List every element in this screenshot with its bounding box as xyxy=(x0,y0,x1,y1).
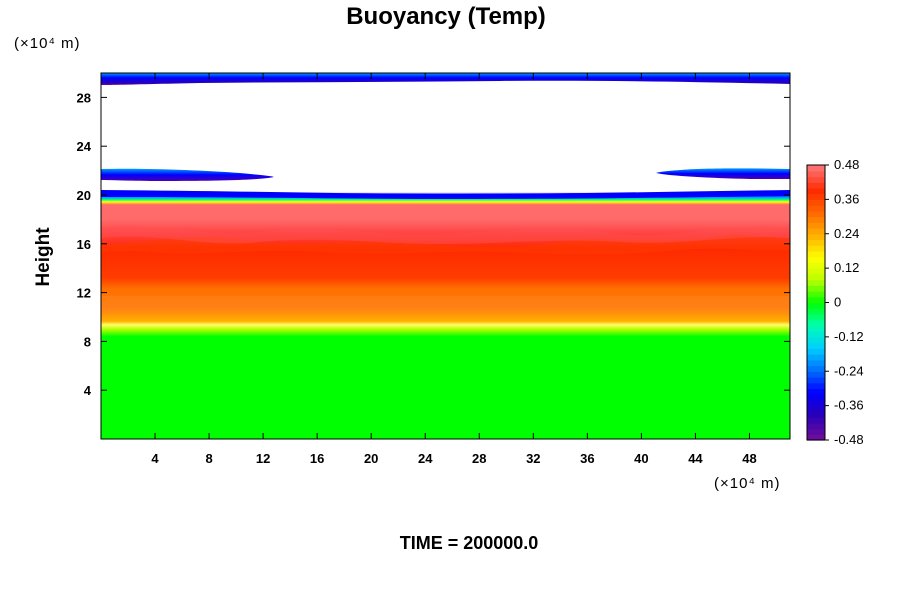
colorbar-level xyxy=(807,417,825,424)
y-tick-label: 4 xyxy=(84,383,92,398)
colorbar-level xyxy=(807,388,825,395)
colorbar-level xyxy=(807,319,825,327)
chart-title: Buoyancy (Temp) xyxy=(346,3,546,30)
x-axis-unit-label: (×10⁴ m) xyxy=(714,475,781,492)
red-pink-interface xyxy=(101,226,790,244)
colorbar-tick-label: 0 xyxy=(834,295,841,310)
y-tick-label: 8 xyxy=(84,334,91,349)
colorbar-level xyxy=(807,256,825,263)
colorbar-level xyxy=(807,342,825,349)
colorbar-level xyxy=(807,308,825,315)
colorbar-tick-label: -0.48 xyxy=(834,432,864,447)
right-cold-lens xyxy=(656,168,790,179)
y-axis-unit-label: (×10⁴ m) xyxy=(14,35,81,52)
colorbar-level xyxy=(807,239,825,246)
colorbar-level xyxy=(807,376,825,384)
colorbar-level xyxy=(807,428,825,435)
left-cold-lens xyxy=(101,168,274,181)
colorbar-level xyxy=(807,354,825,361)
colorbar-level xyxy=(807,273,825,281)
colorbar-tick-label: 0.36 xyxy=(834,191,859,206)
colorbar-labels: 0.48 0.36 0.24 0.12 0 -0.12 -0.24 -0.36 -0.48 xyxy=(825,157,864,447)
colorbar-tick-label: 0.24 xyxy=(834,226,859,241)
colorbar-level xyxy=(807,382,825,390)
x-axis-ticks: 4 8 12 16 20 24 28 32 36 40 44 48 xyxy=(151,73,757,466)
colorbar-level xyxy=(807,394,825,401)
colorbar-level xyxy=(807,371,825,378)
colorbar-level xyxy=(807,331,825,338)
colorbar-level xyxy=(807,422,825,430)
x-tick-label: 12 xyxy=(256,451,270,466)
colorbar-level xyxy=(807,313,825,321)
y-axis-label: Height xyxy=(33,227,54,287)
x-tick-label: 28 xyxy=(472,451,486,466)
colorbar-tick-label: -0.12 xyxy=(834,329,864,344)
x-tick-label: 8 xyxy=(205,451,212,466)
colorbar-level xyxy=(807,285,825,292)
time-label: TIME = 200000.0 xyxy=(400,533,539,553)
y-tick-label: 12 xyxy=(77,286,91,301)
tropopause-band xyxy=(101,190,790,199)
colorbar-level xyxy=(807,210,825,218)
colorbar-tick-label: -0.24 xyxy=(834,363,864,378)
x-tick-label: 44 xyxy=(688,451,703,466)
y-tick-label: 24 xyxy=(77,139,92,154)
colorbar-level xyxy=(807,233,825,241)
colorbar-level xyxy=(807,222,825,229)
colorbar-level xyxy=(807,187,825,195)
x-tick-label: 32 xyxy=(526,451,540,466)
plot-frame xyxy=(100,72,791,440)
x-tick-label: 48 xyxy=(742,451,756,466)
colorbar-level xyxy=(807,262,825,269)
colorbar-tick-label: 0.48 xyxy=(834,157,859,172)
colorbar-level xyxy=(807,434,825,441)
y-tick-label: 16 xyxy=(77,237,91,252)
colorbar-level xyxy=(807,365,825,372)
colorbar-tick-label: -0.36 xyxy=(834,398,864,413)
orange-texture-band xyxy=(101,296,790,312)
plot-area xyxy=(100,72,791,440)
y-axis-ticks: 4 8 12 16 20 24 28 xyxy=(77,90,790,398)
field-background xyxy=(101,73,790,439)
colorbar-level xyxy=(807,250,825,258)
colorbar-level xyxy=(807,182,825,189)
colorbar-level xyxy=(807,411,825,418)
colorbar-level xyxy=(807,216,825,223)
x-tick-label: 40 xyxy=(634,451,648,466)
y-tick-label: 28 xyxy=(77,90,91,105)
x-tick-label: 20 xyxy=(364,451,378,466)
y-tick-label: 20 xyxy=(77,188,91,203)
colorbar-level xyxy=(807,336,825,344)
x-tick-label: 36 xyxy=(580,451,594,466)
x-tick-label: 4 xyxy=(151,451,159,466)
colorbar-level xyxy=(807,302,825,309)
colorbar-level xyxy=(807,176,825,183)
colorbar-level xyxy=(807,228,825,235)
x-tick-label: 24 xyxy=(418,451,433,466)
colorbar-level xyxy=(807,170,825,178)
colorbar-level xyxy=(807,165,825,172)
colorbar-tick-label: 0.12 xyxy=(834,260,859,275)
colorbar-level xyxy=(807,199,825,206)
colorbar-level xyxy=(807,268,825,275)
colorbar-level xyxy=(807,205,825,212)
colorbar-level xyxy=(807,405,825,412)
colorbar-level xyxy=(807,279,825,286)
colorbar-level xyxy=(807,296,825,304)
top-cold-band xyxy=(101,73,790,85)
colorbar-level xyxy=(807,245,825,252)
colorbar-level xyxy=(807,325,825,332)
colorbar-level xyxy=(807,359,825,367)
colorbar xyxy=(806,164,826,441)
colorbar-level xyxy=(807,291,825,298)
x-tick-label: 16 xyxy=(310,451,324,466)
colorbar-level xyxy=(807,348,825,355)
colorbar-level xyxy=(807,193,825,200)
colorbar-level xyxy=(807,399,825,407)
